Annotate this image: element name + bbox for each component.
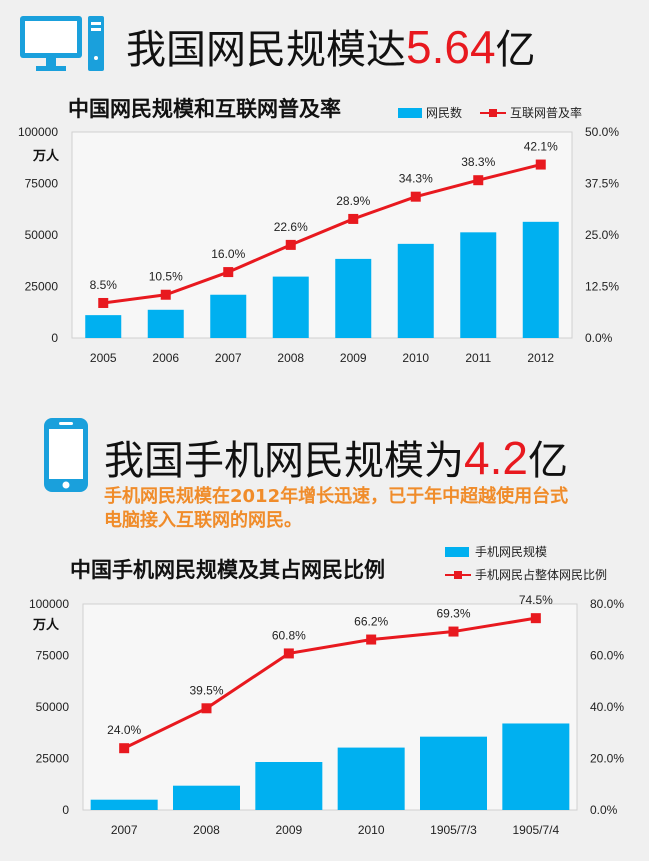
line-point: [535, 159, 546, 170]
data-label: 16.0%: [211, 247, 245, 261]
line-point: [223, 267, 234, 278]
chart2-unit: 万人: [33, 618, 60, 633]
data-label: 28.9%: [336, 194, 370, 208]
legend2-bar-swatch: [445, 546, 469, 557]
x-tick-label: 2011: [465, 351, 491, 365]
title2-prefix: 我国手机网民规模为: [104, 438, 464, 484]
line-point: [410, 191, 421, 202]
title2-number: 4.2: [464, 432, 528, 484]
title-suffix: 亿: [495, 27, 536, 73]
chart2-legend-bar: 手机网民规模: [445, 543, 547, 560]
y-right-tick-label: 12.5%: [585, 280, 619, 294]
legend-line-label: 互联网普及率: [510, 106, 583, 120]
bar: [397, 243, 434, 338]
line-series: [103, 163, 542, 305]
title2-suffix: 亿: [527, 438, 568, 484]
line-point: [285, 239, 296, 250]
monitor-icon: [20, 14, 110, 76]
x-tick-label: 2012: [527, 351, 554, 365]
bar: [147, 309, 184, 338]
section2-title: 我国手机网民规模为4.2亿: [104, 435, 568, 481]
chart1-title: 中国网民规模和互联网普及率: [68, 97, 341, 121]
y-right-tick-label: 25.0%: [585, 228, 619, 242]
chart2-title: 中国手机网民规模及其占网民比例: [70, 558, 385, 582]
data-label: 42.1%: [524, 140, 558, 154]
line-point: [160, 289, 171, 300]
bar: [272, 276, 309, 338]
data-label: 22.6%: [274, 220, 308, 234]
y-right-tick-label: 0.0%: [585, 331, 613, 345]
legend2-bar-label: 手机网民规模: [475, 545, 548, 559]
section2-subtitle: 手机网民规模在2012年增长迅速，已于年中超越使用台式电脑接入互联网的网民。: [104, 486, 569, 531]
y-left-tick-label: 0: [51, 331, 58, 345]
bar: [210, 294, 247, 338]
data-label: 38.3%: [461, 155, 495, 169]
line-point: [98, 297, 109, 308]
chart1-legend-line: 互联网普及率: [480, 104, 582, 121]
y-left-tick-label: 100000: [18, 125, 58, 139]
legend-bar-swatch: [398, 107, 422, 118]
x-tick-label: 2009: [340, 351, 367, 365]
bar: [335, 258, 372, 338]
x-tick-label: 2007: [215, 351, 242, 365]
data-label: 10.5%: [149, 270, 183, 284]
bar: [85, 315, 122, 338]
chart1-plot-area: [71, 131, 573, 339]
chart2-legend-line: 手机网民占整体网民比例: [445, 566, 607, 583]
y-left-tick-label: 50000: [25, 228, 59, 242]
x-tick-label: 2008: [277, 351, 304, 365]
page-title: 我国网民规模达5.64亿: [126, 24, 536, 70]
y-left-tick-label: 25000: [25, 280, 59, 294]
y-right-tick-label: 37.5%: [585, 177, 619, 191]
data-label: 34.3%: [399, 172, 433, 186]
chart1-legend-bar: 网民数: [398, 104, 462, 121]
bar: [522, 221, 559, 338]
x-tick-label: 2005: [90, 351, 117, 365]
line-point: [473, 175, 484, 186]
title-prefix: 我国网民规模达: [126, 27, 406, 73]
chart1-unit: 万人: [33, 149, 60, 164]
title-number: 5.64: [406, 21, 496, 73]
legend2-line-swatch: [445, 570, 471, 579]
bar: [460, 232, 497, 338]
y-right-tick-label: 50.0%: [585, 125, 619, 139]
x-tick-label: 2006: [152, 351, 179, 365]
y-left-tick-label: 75000: [25, 177, 59, 191]
x-tick-label: 2010: [402, 351, 429, 365]
phone-icon: [44, 418, 88, 496]
line-point: [348, 213, 359, 224]
legend2-line-label: 手机网民占整体网民比例: [475, 568, 608, 582]
legend-line-swatch: [480, 108, 506, 117]
legend-bar-label: 网民数: [426, 106, 463, 120]
data-label: 8.5%: [90, 278, 118, 292]
